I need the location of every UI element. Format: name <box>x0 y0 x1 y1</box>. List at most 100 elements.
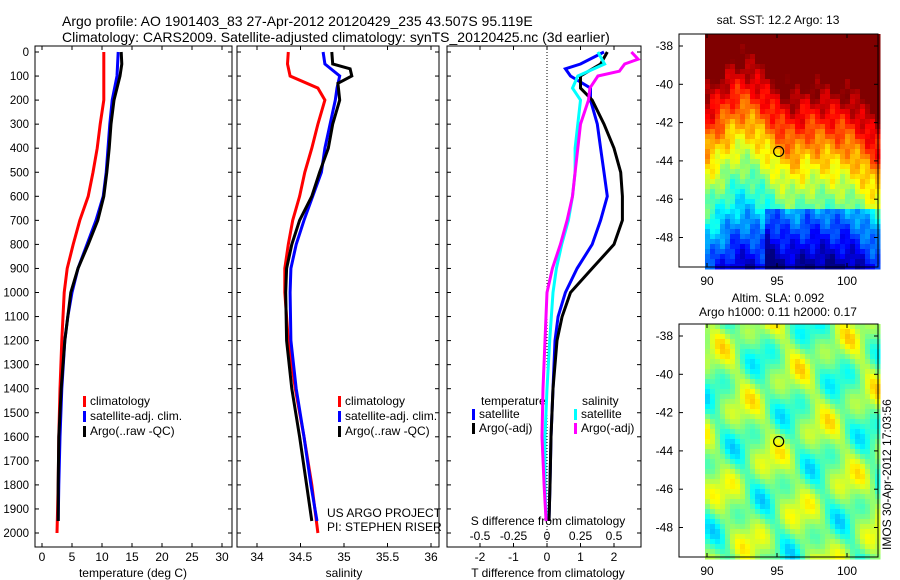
map-cell <box>755 529 761 535</box>
map-cell <box>825 509 831 515</box>
map-cell <box>775 329 781 335</box>
map-cell <box>730 544 736 550</box>
map-cell <box>870 374 876 380</box>
map-cell <box>820 384 826 390</box>
map-cell <box>730 259 736 265</box>
map-cell <box>750 544 756 550</box>
map-cell <box>810 389 816 395</box>
map-cell <box>865 149 871 155</box>
map-cell <box>795 374 801 380</box>
map-cell <box>730 344 736 350</box>
map-cell <box>855 394 861 400</box>
map-cell <box>760 344 766 350</box>
map-cell <box>780 354 786 360</box>
map-cell <box>735 349 741 355</box>
map-cell <box>865 254 871 260</box>
map-cell <box>825 344 831 350</box>
map-cell <box>850 349 856 355</box>
map-cell <box>780 444 786 450</box>
map-cell <box>845 229 851 235</box>
map-cell <box>760 484 766 490</box>
map-cell <box>705 159 711 165</box>
map-cell <box>735 139 741 145</box>
map-cell <box>840 384 846 390</box>
map-cell <box>820 449 826 455</box>
map-cell <box>815 79 821 85</box>
map-cell <box>845 524 851 530</box>
difference-axes-box <box>446 45 642 548</box>
map-cell <box>795 114 801 120</box>
map-cell <box>845 454 851 460</box>
map-cell <box>805 199 811 205</box>
map-cell <box>785 374 791 380</box>
map-cell <box>720 499 726 505</box>
map-cell <box>805 119 811 125</box>
map-cell <box>730 254 736 260</box>
x-tick-label: 0 <box>544 550 551 564</box>
map-cell <box>835 249 841 255</box>
map-cell <box>710 219 716 225</box>
map-cell <box>720 169 726 175</box>
map-cell <box>735 544 741 550</box>
map-cell <box>715 464 721 470</box>
map-cell <box>830 79 836 85</box>
map-cell <box>785 329 791 335</box>
map-cell <box>715 334 721 340</box>
map-cell <box>735 94 741 100</box>
map-cell <box>850 344 856 350</box>
map-cell <box>810 454 816 460</box>
map-cell <box>715 89 721 95</box>
map-cell <box>810 419 816 425</box>
map-cell <box>860 84 866 90</box>
map-cell <box>740 199 746 205</box>
map-cell <box>720 244 726 250</box>
map-cell <box>870 384 876 390</box>
map-cell <box>740 434 746 440</box>
map-cell <box>840 334 846 340</box>
map-cell <box>860 399 866 405</box>
map-cell <box>830 484 836 490</box>
map-cell <box>705 109 711 115</box>
map-cell <box>715 204 721 210</box>
map-cell <box>800 454 806 460</box>
map-cell <box>785 464 791 470</box>
map-cell <box>810 59 816 65</box>
map-cell <box>705 64 711 70</box>
map-cell <box>850 359 856 365</box>
map-cell <box>835 64 841 70</box>
map-cell <box>765 124 771 130</box>
map-cell <box>790 489 796 495</box>
map-cell <box>765 494 771 500</box>
map-cell <box>715 114 721 120</box>
map-cell <box>835 349 841 355</box>
map-cell <box>845 339 851 345</box>
map-cell <box>845 54 851 60</box>
map-cell <box>750 444 756 450</box>
map-cell <box>825 339 831 345</box>
map-cell <box>740 439 746 445</box>
map-cell <box>790 424 796 430</box>
map-cell <box>815 414 821 420</box>
map-cell <box>765 544 771 550</box>
map-cell <box>715 469 721 475</box>
map-cell <box>860 69 866 75</box>
map-cell <box>750 334 756 340</box>
map-cell <box>750 359 756 365</box>
map-cell <box>740 234 746 240</box>
map-cell <box>795 449 801 455</box>
map-cell <box>720 259 726 265</box>
map-cell <box>860 104 866 110</box>
map-cell <box>725 89 731 95</box>
map-cell <box>820 154 826 160</box>
map-cell <box>850 364 856 370</box>
map-cell <box>720 99 726 105</box>
map-cell <box>780 34 786 40</box>
map-cell <box>745 329 751 335</box>
map-cell <box>745 164 751 170</box>
map-cell <box>780 229 786 235</box>
map-cell <box>805 204 811 210</box>
map-cell <box>820 159 826 165</box>
map-cell <box>825 329 831 335</box>
map-cell <box>780 424 786 430</box>
map-cell <box>855 89 861 95</box>
